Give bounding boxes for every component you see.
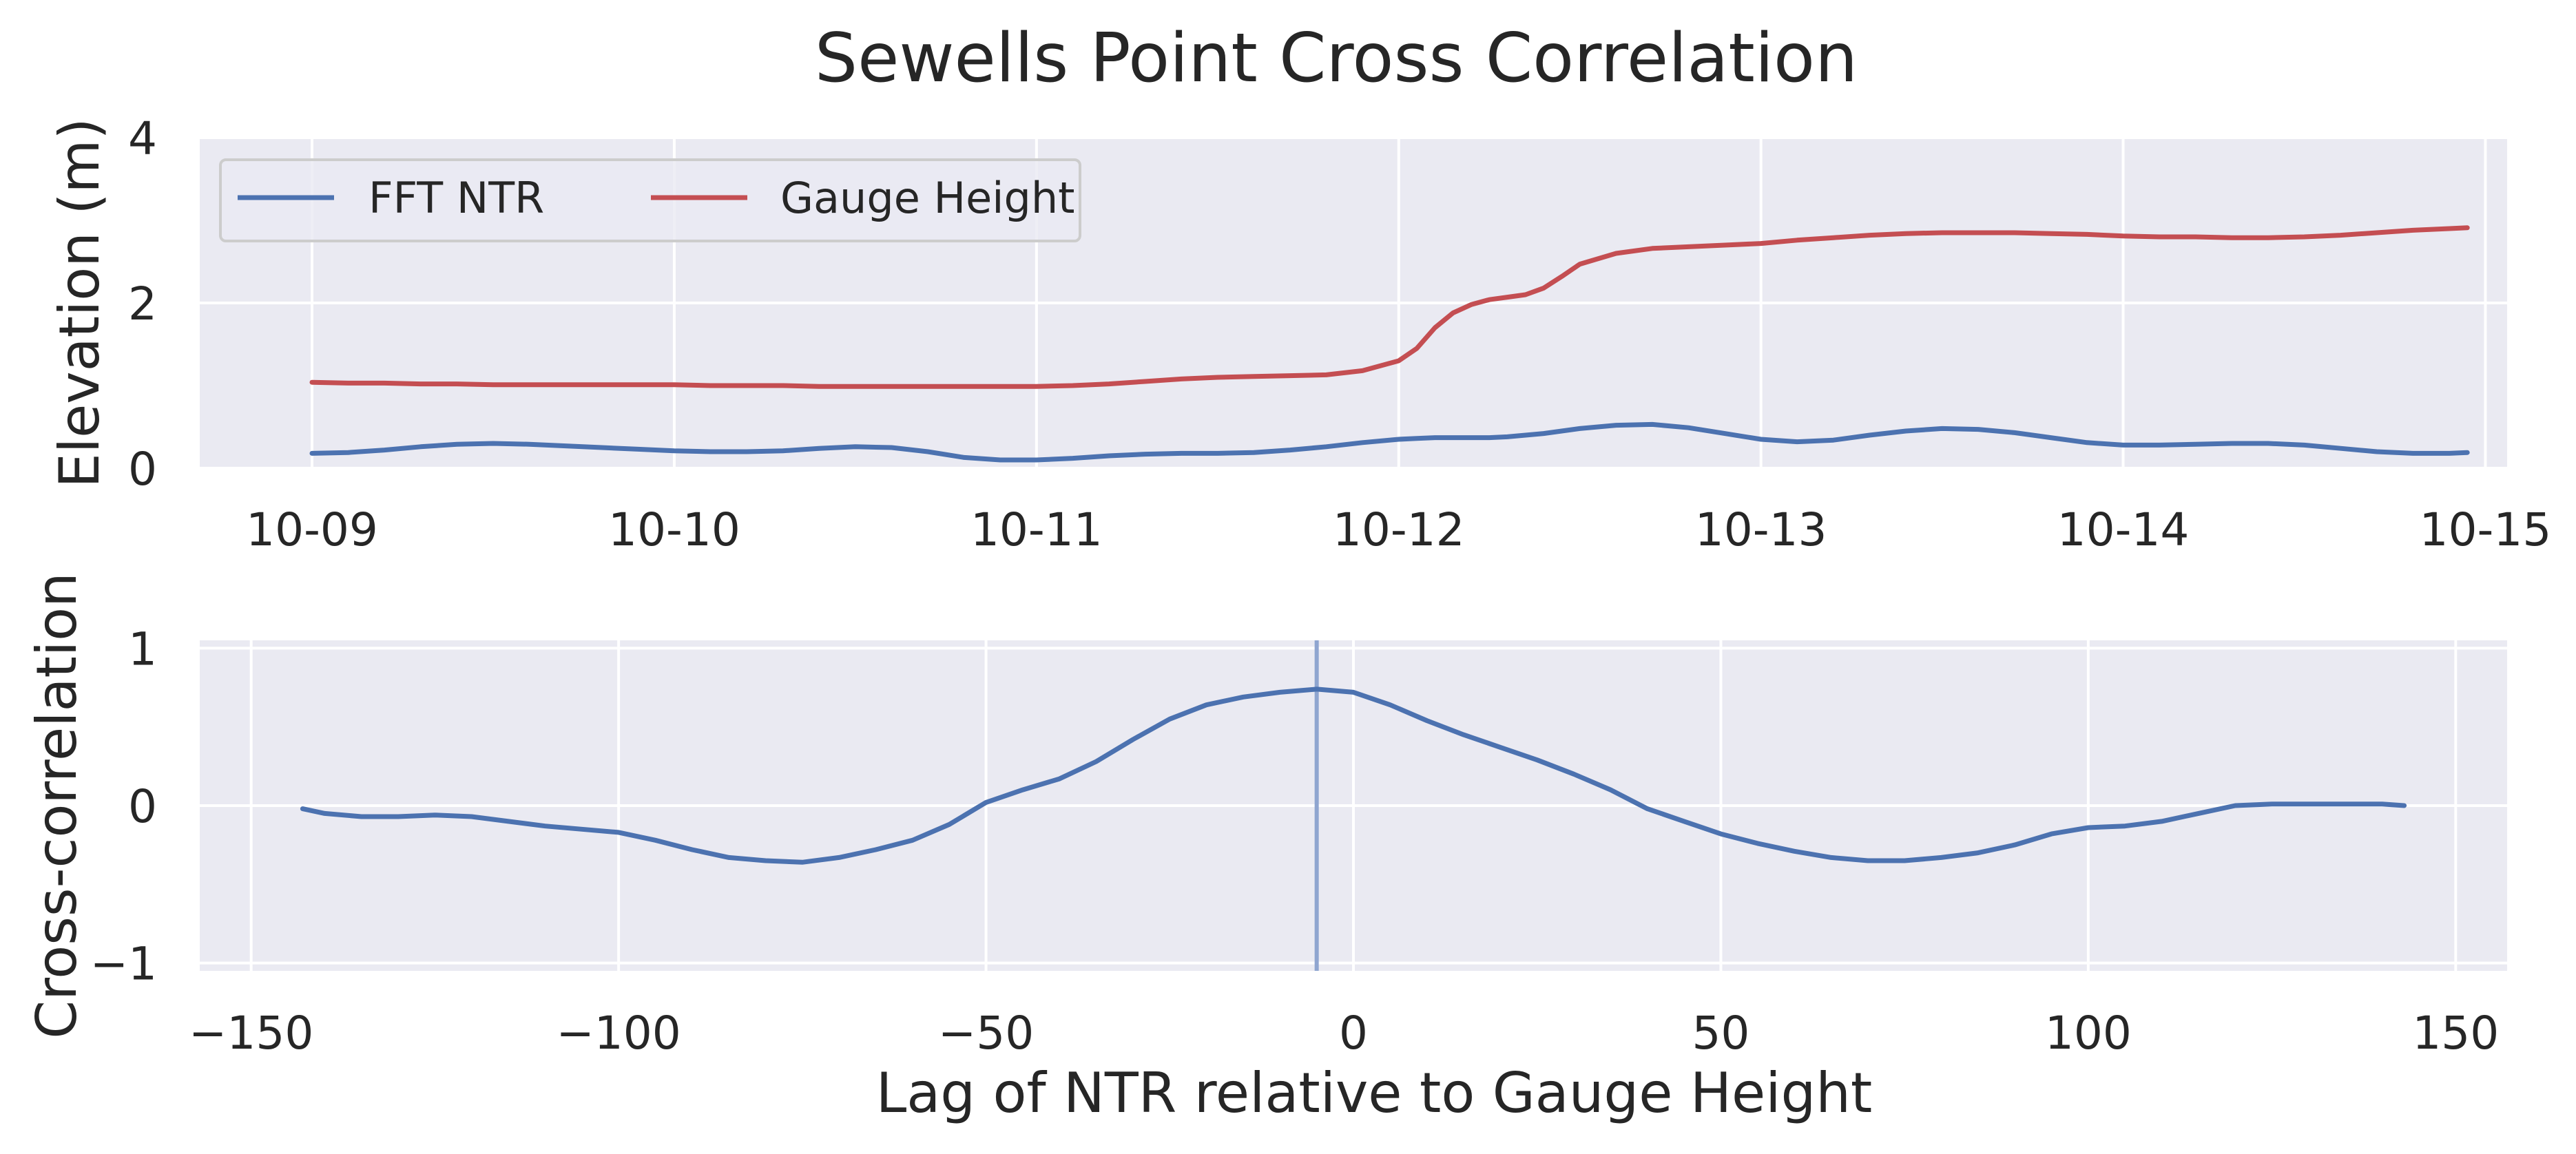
chart-title: Sewells Point Cross Correlation: [815, 19, 1858, 98]
cross-correlation-y-axis-label: Cross-correlation: [25, 572, 89, 1038]
cross-correlation-panel: −1 0 1 −150 −100 −50 0 50 100 150 Cross-correlat…: [25, 572, 2507, 1125]
cross-correlation-x-tick-label: 50: [1692, 1007, 1749, 1060]
cross-correlation-grid: [200, 640, 2507, 971]
elevation-x-tick-label: 10-13: [1695, 503, 1827, 556]
elevation-y-tick-label: 4: [128, 112, 157, 165]
cross-correlation-x-ticks: −150 −100 −50 0 50 100 150: [189, 1007, 2499, 1060]
cross-correlation-y-tick-label: −1: [90, 938, 157, 991]
elevation-y-ticks: 0 2 4: [128, 112, 157, 496]
elevation-y-tick-label: 2: [128, 277, 157, 331]
legend-label-fft-ntr: FFT NTR: [368, 173, 544, 223]
elevation-x-tick-label: 10-12: [1333, 503, 1465, 556]
series-line-gauge-height: [309, 225, 2470, 389]
elevation-x-tick-label: 10-15: [2420, 503, 2552, 556]
elevation-x-tick-label: 10-11: [970, 503, 1103, 556]
cross-correlation-line: [300, 686, 2407, 865]
legend: FFT NTR Gauge Height: [219, 158, 1081, 242]
elevation-x-tick-label: 10-10: [608, 503, 740, 556]
elevation-panel: 024 10-09 10-10 10-11 10-12 10-13 10-14 10-15 …: [48, 112, 2551, 556]
cross-correlation-y-tick-label: 0: [128, 780, 157, 833]
elevation-x-ticks: 10-09 10-10 10-11 10-12 10-13 10-14 10-15: [246, 503, 2551, 556]
cross-correlation-y-ticks: −1 0 1: [90, 622, 157, 990]
cross-correlation-x-tick-label: 0: [1339, 1007, 1368, 1060]
cross-correlation-x-axis-label: Lag of NTR relative to Gauge Height: [876, 1061, 1873, 1125]
cross-correlation-x-tick-label: −100: [556, 1007, 681, 1060]
cross-correlation-x-tick-label: 150: [2412, 1007, 2499, 1060]
series-line-fft-ntr: [309, 421, 2470, 463]
elevation-x-tick-label: 10-14: [2057, 503, 2190, 556]
elevation-y-axis-label: Elevation (m): [48, 118, 112, 487]
cross-correlation-x-tick-label: −150: [189, 1007, 313, 1060]
legend-label-gauge-height: Gauge Height: [780, 173, 1075, 223]
legend-box: [219, 158, 1081, 242]
elevation-y-tick-label: 0: [128, 443, 157, 496]
elevation-series: [309, 225, 2470, 463]
cross-correlation-y-tick-label: 1: [128, 622, 157, 675]
cross-correlation-series: [300, 686, 2407, 865]
cross-correlation-x-tick-label: −50: [938, 1007, 1034, 1060]
elevation-x-tick-label: 10-09: [246, 503, 378, 556]
cross-correlation-x-tick-label: 100: [2045, 1007, 2132, 1060]
elevation-grid: [200, 136, 2507, 470]
